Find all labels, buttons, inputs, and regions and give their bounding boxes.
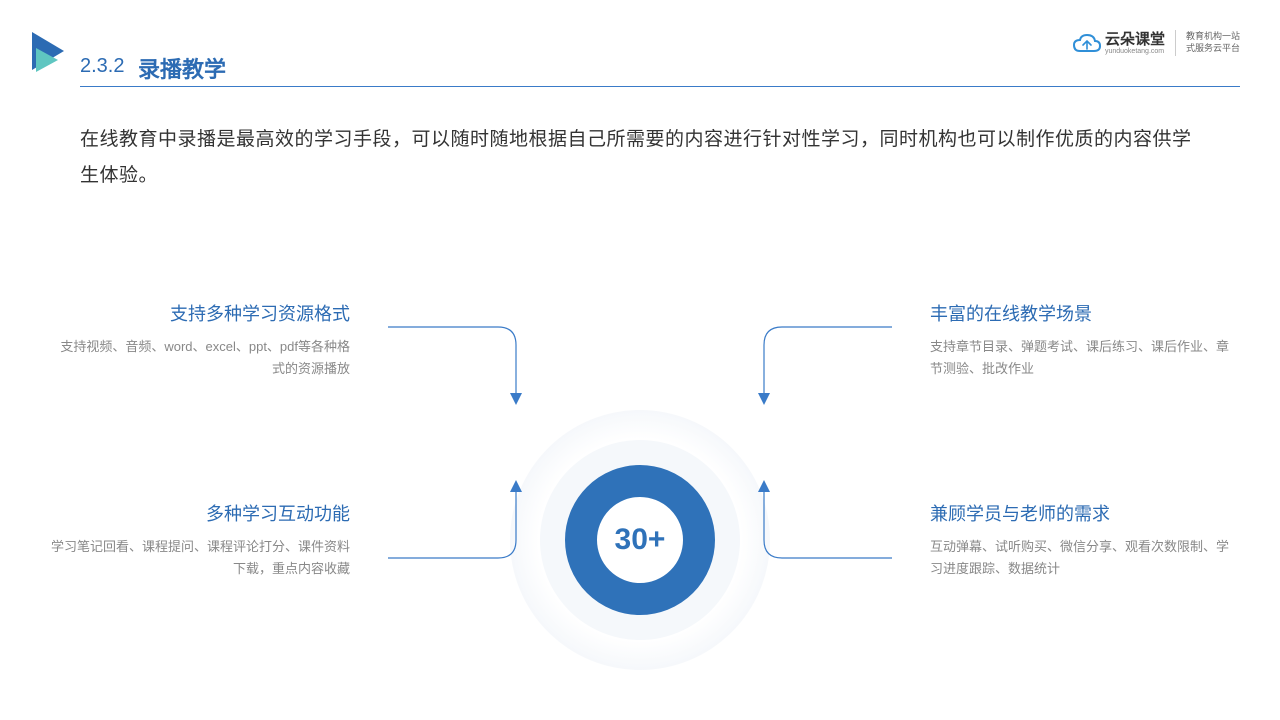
section-title: 录播教学 bbox=[138, 52, 226, 84]
feature-bottom-right: 兼顾学员与老师的需求 互动弹幕、试听购买、微信分享、观看次数限制、学习进度跟踪、… bbox=[930, 500, 1230, 580]
feature-title: 多种学习互动功能 bbox=[50, 500, 350, 526]
feature-desc: 支持视频、音频、word、excel、ppt、pdf等各种格式的资源播放 bbox=[50, 336, 350, 380]
center-circle: 30+ bbox=[510, 410, 770, 670]
section-number: 2.3.2 bbox=[80, 55, 124, 78]
brand-logo: 云朵课堂 yunduoketang.com bbox=[1073, 32, 1165, 55]
feature-title: 兼顾学员与老师的需求 bbox=[930, 500, 1230, 526]
play-icon bbox=[32, 32, 70, 81]
connector-top-right bbox=[712, 315, 892, 415]
feature-title: 支持多种学习资源格式 bbox=[50, 300, 350, 326]
feature-top-left: 支持多种学习资源格式 支持视频、音频、word、excel、ppt、pdf等各种… bbox=[50, 300, 350, 380]
feature-diagram: 30+ 支持多种学习资源格式 支持视频、音频、word、excel、ppt、pd… bbox=[0, 260, 1280, 680]
feature-bottom-left: 多种学习互动功能 学习笔记回看、课程提问、课程评论打分、课件资料下载，重点内容收… bbox=[50, 500, 350, 580]
feature-desc: 支持章节目录、弹题考试、课后练习、课后作业、章节测验、批改作业 bbox=[930, 336, 1230, 380]
cloud-icon bbox=[1073, 34, 1101, 52]
feature-title: 丰富的在线教学场景 bbox=[930, 300, 1230, 326]
feature-top-right: 丰富的在线教学场景 支持章节目录、弹题考试、课后练习、课后作业、章节测验、批改作… bbox=[930, 300, 1230, 380]
brand-tagline: 教育机构一站 式服务云平台 bbox=[1186, 31, 1240, 54]
header-rule bbox=[80, 86, 1240, 87]
brand-tagline-l1: 教育机构一站 bbox=[1186, 31, 1240, 43]
feature-desc: 学习笔记回看、课程提问、课程评论打分、课件资料下载，重点内容收藏 bbox=[50, 536, 350, 580]
brand-subtext: yunduoketang.com bbox=[1105, 48, 1165, 55]
connector-top-left bbox=[388, 315, 568, 415]
brand-name: 云朵课堂 bbox=[1105, 32, 1165, 47]
brand-block: 云朵课堂 yunduoketang.com 教育机构一站 式服务云平台 bbox=[1073, 30, 1240, 56]
slide-header: 2.3.2 录播教学 云朵课堂 yunduoketang.com 教育机构一站 … bbox=[0, 0, 1280, 90]
brand-tagline-l2: 式服务云平台 bbox=[1186, 43, 1240, 55]
feature-desc: 互动弹幕、试听购买、微信分享、观看次数限制、学习进度跟踪、数据统计 bbox=[930, 536, 1230, 580]
center-label: 30+ bbox=[615, 523, 666, 557]
intro-paragraph: 在线教育中录播是最高效的学习手段，可以随时随地根据自己所需要的内容进行针对性学习… bbox=[80, 122, 1200, 194]
brand-divider bbox=[1175, 30, 1176, 56]
